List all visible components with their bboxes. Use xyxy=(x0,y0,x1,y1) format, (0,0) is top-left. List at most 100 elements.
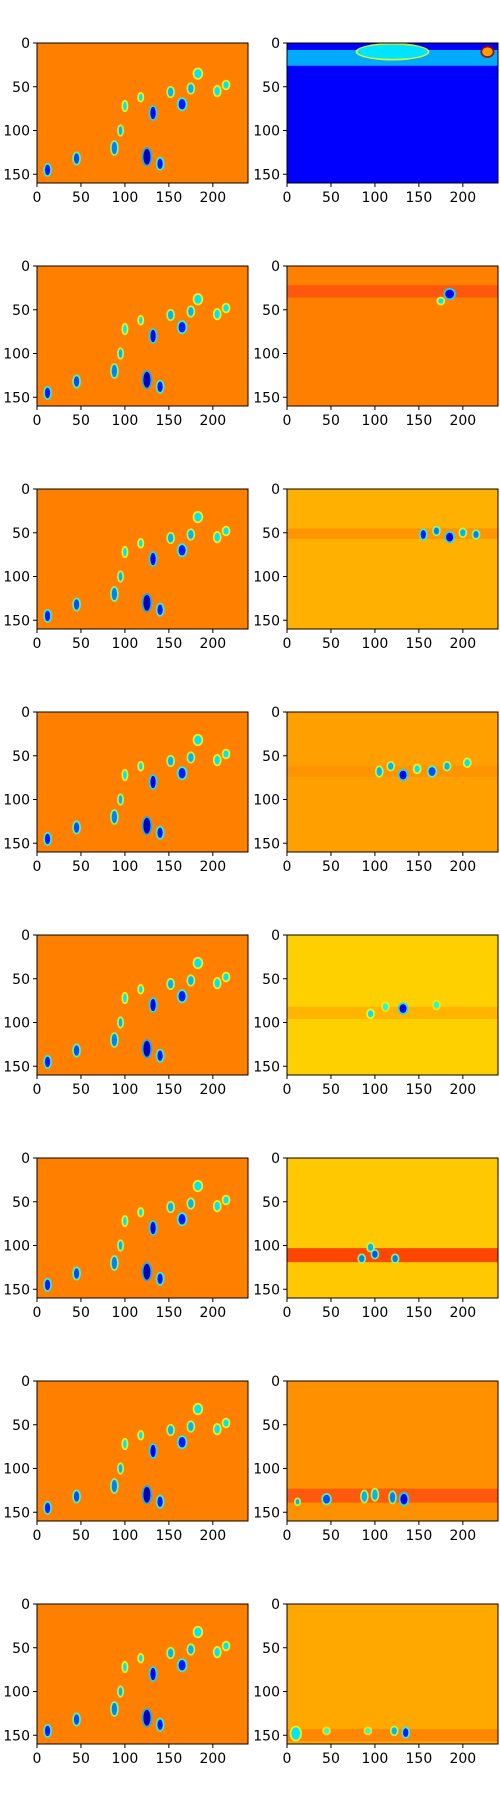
heatmap-blob xyxy=(188,84,194,93)
axes-frame xyxy=(286,934,499,1076)
heatmap-panel: 0 50 100 150 200 0 50 100 150 xyxy=(253,1597,499,1767)
y-tick-label: 100 xyxy=(3,1685,30,1701)
heatmap-blob xyxy=(223,81,229,89)
heatmap-blob xyxy=(214,755,220,765)
y-tick-label: 0 xyxy=(21,1374,30,1390)
heatmap-blob xyxy=(444,762,450,770)
heatmap-blob xyxy=(44,1502,51,1514)
heatmap-blob xyxy=(138,1431,143,1439)
x-tick-label: 100 xyxy=(362,1305,389,1321)
heatmap-blob xyxy=(214,978,220,988)
x-tick-label: 200 xyxy=(449,1751,476,1767)
heatmap-blob xyxy=(73,376,80,387)
y-tick-label: 50 xyxy=(262,1195,280,1211)
y-tick-label: 0 xyxy=(271,259,280,275)
x-tick-label: 200 xyxy=(449,1528,476,1544)
axes-frame xyxy=(36,488,249,630)
y-tick-label: 50 xyxy=(12,303,30,319)
heatmap-blob xyxy=(178,991,186,1002)
y-tick-label: 50 xyxy=(12,1418,30,1434)
heatmap-panel: 0 50 100 150 200 0 50 100 150 xyxy=(3,1597,249,1767)
axes-frame xyxy=(36,265,249,407)
heatmap-blob xyxy=(359,1255,365,1263)
heatmap-image xyxy=(37,43,248,183)
y-tick-label: 150 xyxy=(3,613,30,629)
heatmap-blob xyxy=(111,1479,118,1493)
x-tick-label: 0 xyxy=(33,1751,42,1767)
axes-frame xyxy=(286,1603,499,1745)
axes-frame xyxy=(286,265,499,407)
axes-frame xyxy=(286,42,499,184)
x-tick-label: 100 xyxy=(112,859,139,875)
heatmap-blob xyxy=(372,1250,378,1258)
x-tick-label: 150 xyxy=(156,1305,183,1321)
heatmap-image xyxy=(287,1158,498,1298)
x-tick-label: 150 xyxy=(406,1082,433,1098)
x-tick-label: 50 xyxy=(322,1082,340,1098)
heatmap-blob xyxy=(138,316,143,324)
x-tick-label: 100 xyxy=(362,1751,389,1767)
y-tick-label: 100 xyxy=(3,570,30,586)
y-tick-label: 150 xyxy=(253,1282,280,1298)
y-tick-label: 150 xyxy=(3,836,30,852)
x-tick-label: 50 xyxy=(72,1751,90,1767)
y-tick-label: 50 xyxy=(12,526,30,542)
heatmap-blob xyxy=(323,1494,331,1504)
y-tick-label: 0 xyxy=(271,705,280,721)
heatmap-blob xyxy=(482,47,493,57)
x-tick-label: 200 xyxy=(199,1751,226,1767)
heatmap-blob xyxy=(44,387,51,399)
x-tick-label: 200 xyxy=(199,1082,226,1098)
heatmap-background xyxy=(287,43,498,183)
heatmap-blob xyxy=(194,958,202,968)
axes-frame xyxy=(286,1157,499,1299)
heatmap-blob xyxy=(157,1050,163,1061)
y-tick-label: 0 xyxy=(21,928,30,944)
heatmap-blob xyxy=(323,1728,330,1734)
x-tick-label: 200 xyxy=(199,1305,226,1321)
heatmap-blob xyxy=(446,532,454,542)
y-tick-label: 100 xyxy=(253,1462,280,1478)
y-tick-label: 0 xyxy=(21,482,30,498)
heatmap-blob xyxy=(214,1201,220,1211)
axes-frame xyxy=(36,1157,249,1299)
y-tick-label: 150 xyxy=(253,390,280,406)
heatmap-panel: 0 50 100 150 200 0 50 100 150 xyxy=(3,928,249,1098)
heatmap-blob xyxy=(223,1196,229,1204)
heatmap-blob xyxy=(150,329,156,343)
heatmap-image xyxy=(37,1604,248,1744)
x-tick-label: 200 xyxy=(199,190,226,206)
y-tick-label: 0 xyxy=(21,259,30,275)
heatmap-panel: 0 50 100 150 200 0 50 100 150 xyxy=(253,928,499,1098)
x-tick-label: 150 xyxy=(156,636,183,652)
heatmap-blob xyxy=(123,1439,127,1449)
heatmap-panel: 0 50 100 150 200 0 50 100 150 xyxy=(3,259,249,429)
heatmap-blob xyxy=(118,1464,123,1473)
heatmap-blob xyxy=(44,1056,51,1068)
x-tick-label: 150 xyxy=(406,413,433,429)
x-tick-label: 150 xyxy=(156,1528,183,1544)
heatmap-blob xyxy=(44,833,51,845)
heatmap-blob xyxy=(118,1687,123,1696)
x-tick-label: 0 xyxy=(33,636,42,652)
heatmap-blob xyxy=(143,371,151,388)
heatmap-blob xyxy=(73,822,80,833)
y-tick-label: 50 xyxy=(262,1641,280,1657)
x-tick-label: 200 xyxy=(199,1528,226,1544)
x-tick-label: 0 xyxy=(33,859,42,875)
heatmap-blob xyxy=(188,1422,194,1431)
heatmap-image xyxy=(287,712,498,852)
axes-frame xyxy=(286,1380,499,1522)
heatmap-blob xyxy=(433,527,440,535)
axes-frame xyxy=(36,42,249,184)
axes-frame xyxy=(286,488,499,630)
heatmap-blob xyxy=(73,1491,80,1502)
x-tick-label: 50 xyxy=(322,190,340,206)
y-tick-label: 150 xyxy=(3,167,30,183)
heatmap-panel: 0 50 100 150 200 0 50 100 150 xyxy=(3,36,249,206)
y-tick-label: 0 xyxy=(21,705,30,721)
heatmap-blob xyxy=(111,587,118,601)
heatmap-blob xyxy=(118,1018,123,1027)
y-tick-label: 150 xyxy=(253,836,280,852)
heatmap-blob xyxy=(138,985,143,993)
